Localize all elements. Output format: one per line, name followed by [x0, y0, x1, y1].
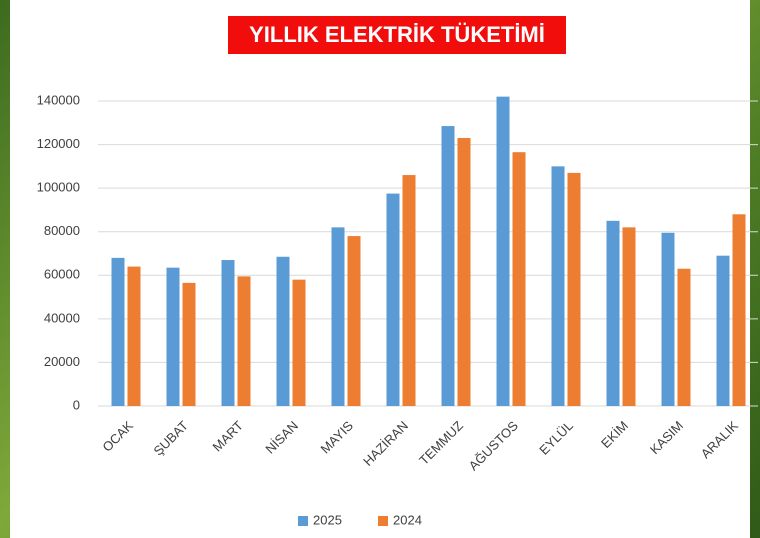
legend-swatch	[378, 516, 388, 526]
y-tick-label: 0	[73, 397, 80, 412]
bar	[662, 233, 675, 406]
bar	[167, 268, 180, 406]
bar	[497, 97, 510, 406]
bar	[293, 280, 306, 406]
bar	[568, 173, 581, 406]
bar	[442, 126, 455, 406]
bar	[387, 194, 400, 406]
page: {"chart_data": {"type": "bar", "title": …	[0, 0, 760, 538]
chart: YILLIK ELEKTRİK TÜKETİMİ 0 20000 40000 6000…	[0, 0, 760, 538]
bar	[552, 166, 565, 406]
y-tick-label: 20000	[44, 354, 80, 369]
bar	[733, 214, 746, 406]
bar	[112, 258, 125, 406]
chart-title: YILLIK ELEKTRİK TÜKETİMİ	[249, 22, 545, 47]
y-tick-label: 40000	[44, 310, 80, 325]
bar	[222, 260, 235, 406]
bar	[183, 283, 196, 406]
y-tick-label: 120000	[37, 136, 80, 151]
bar	[513, 152, 526, 406]
bar	[403, 175, 416, 406]
y-tick-label: 80000	[44, 223, 80, 238]
y-tick-label: 100000	[37, 180, 80, 195]
bar	[678, 269, 691, 406]
bar	[128, 267, 141, 406]
bar	[332, 227, 345, 406]
legend-label: 2024	[393, 512, 422, 527]
bar	[623, 227, 636, 406]
bar	[458, 138, 471, 406]
bar	[238, 276, 251, 406]
legend-swatch	[298, 516, 308, 526]
y-tick-label: 60000	[44, 267, 80, 282]
legend-label: 2025	[313, 512, 342, 527]
bar	[607, 221, 620, 406]
bar	[717, 256, 730, 406]
bar	[348, 236, 361, 406]
bar	[277, 257, 290, 406]
y-tick-label: 140000	[37, 92, 80, 107]
